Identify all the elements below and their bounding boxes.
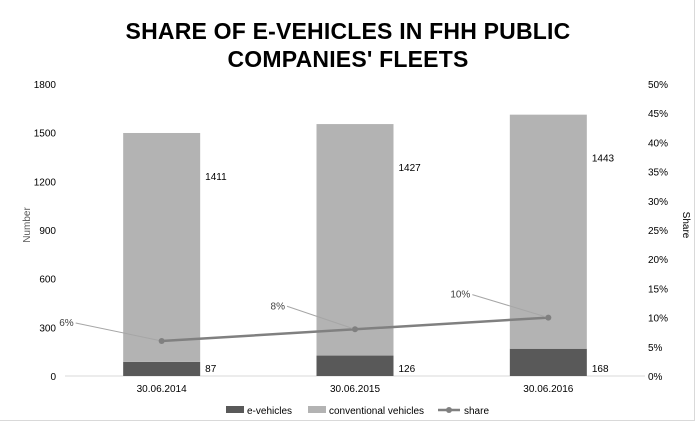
y-right-tick-label: 25% [648,226,668,237]
bar-e-vehicles [316,355,394,376]
share-point [545,314,552,321]
share-data-label: 8% [271,301,286,312]
x-ticks: 30.06.2014 30.06.2015 30.06.2016 [137,384,574,395]
x-tick-label: 30.06.2016 [523,384,573,395]
bar-data-label: 1411 [205,172,227,183]
bar-conventional-vehicles [509,114,587,349]
y-right-tick-label: 45% [648,109,668,120]
y-right-axis-title: Share [680,212,691,239]
bars-group: 87 1411 126 1427 168 1443 [123,114,615,376]
y-left-ticks: 0 300 600 900 1200 1500 1800 [34,80,57,383]
y-right-ticks: 0% 5% 10% 15% 20% 25% 30% 35% 40% 45% 50% [648,80,668,383]
bar-e-vehicles [509,348,587,376]
y-left-tick-label: 300 [39,323,56,334]
bar-data-label: 1443 [592,154,615,165]
y-right-tick-label: 20% [648,255,668,266]
bar-data-label: 1427 [399,163,422,174]
share-line-group: 6% 8% 10% [59,290,552,344]
y-right-tick-label: 15% [648,284,668,295]
y-left-tick-label: 1800 [34,80,57,91]
share-data-label: 6% [59,318,74,329]
legend-marker [446,407,452,413]
share-data-label: 10% [450,290,470,301]
y-right-tick-label: 50% [648,80,668,91]
y-left-tick-label: 1200 [34,177,57,188]
legend: e-vehicles conventional vehicles share [226,406,489,417]
bar-conventional-vehicles [123,132,201,362]
share-leader-line [286,305,356,330]
y-right-tick-label: 0% [648,372,663,383]
share-point [158,337,165,344]
legend-label: conventional vehicles [329,406,424,417]
y-right-tick-label: 10% [648,314,668,325]
chart-title-line-1: SHARE OF E-VEHICLES IN FHH PUBLIC [125,18,571,44]
y-left-tick-label: 1500 [34,129,57,140]
y-right-tick-label: 5% [648,343,663,354]
bar-e-vehicles [123,361,201,376]
y-right-tick-label: 40% [648,138,668,149]
y-left-tick-label: 0 [50,372,56,383]
legend-label: share [464,406,489,417]
bar-data-label: 168 [592,364,609,375]
share-leader-line [472,294,549,319]
bar-data-label: 87 [205,364,217,375]
y-left-axis-title: Number [22,207,33,243]
legend-swatch [226,406,244,413]
share-leader-line [75,322,162,342]
y-left-tick-label: 600 [39,275,56,286]
legend-swatch [308,406,326,413]
x-tick-label: 30.06.2015 [330,384,380,395]
bar-data-label: 126 [399,364,416,375]
bar-conventional-vehicles [316,124,394,356]
y-right-tick-label: 35% [648,168,668,179]
x-tick-label: 30.06.2014 [137,384,187,395]
y-right-tick-label: 30% [648,197,668,208]
share-point [352,326,358,333]
legend-label: e-vehicles [247,406,292,417]
chart-title-line-2: COMPANIES' FLEETS [227,46,469,72]
y-left-tick-label: 900 [39,226,56,237]
